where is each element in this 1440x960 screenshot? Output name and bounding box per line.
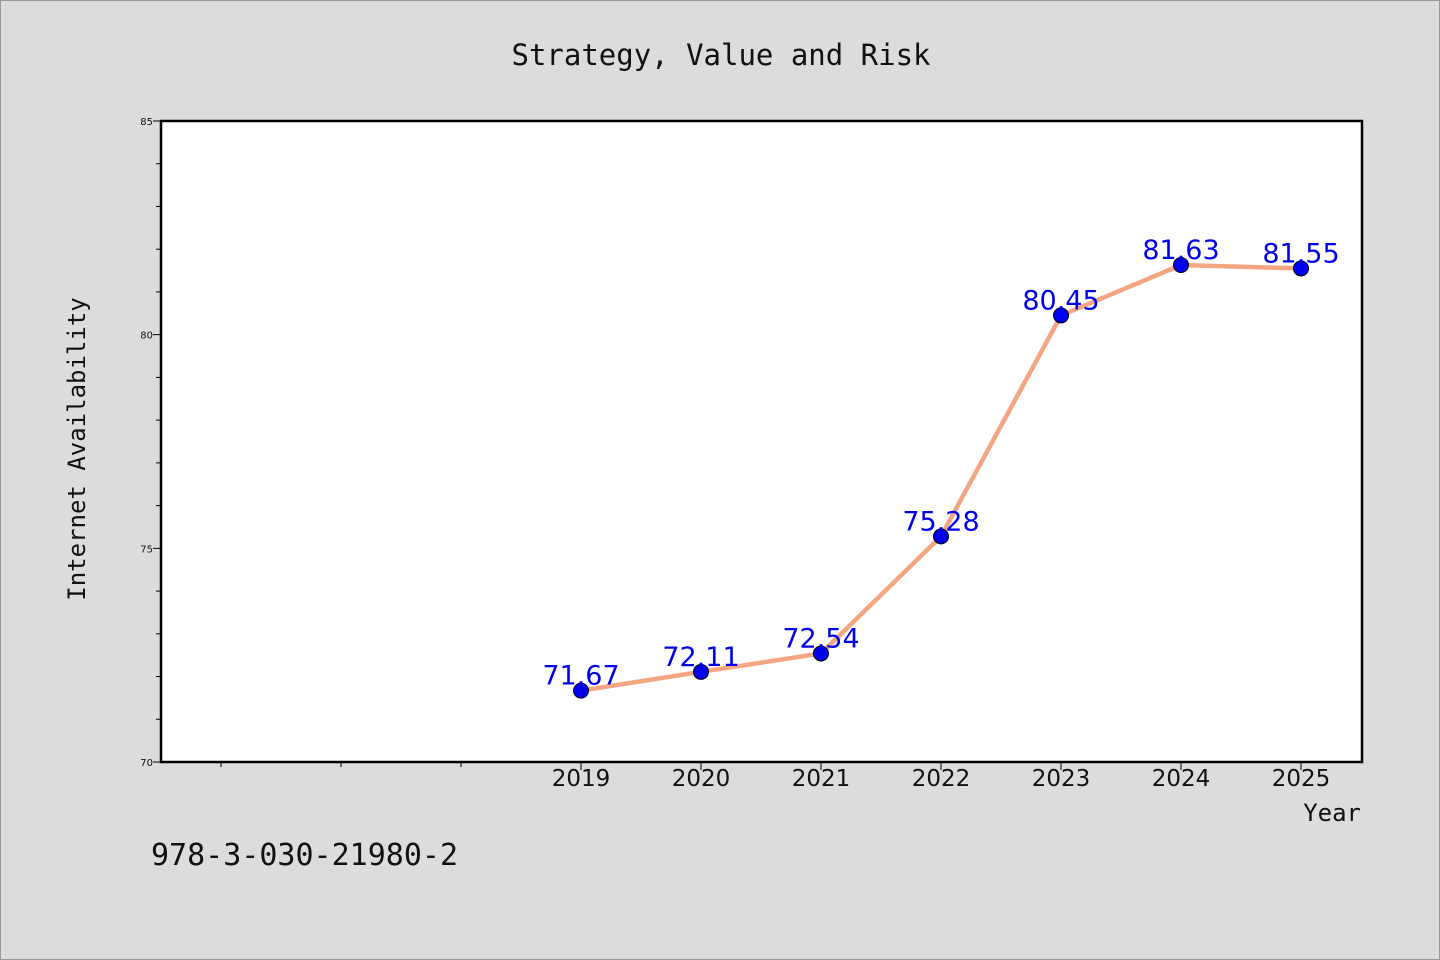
data-label: 80.45 [1022,285,1099,316]
x-tick-label: 2025 [1272,766,1331,792]
y-tick-label: 70 [140,758,153,769]
x-tick-label: 2020 [672,766,731,792]
y-tick-label: 75 [140,544,153,555]
data-point [693,663,709,680]
chart-title: Strategy, Value and Risk [511,38,931,72]
x-tick-label: 2021 [792,766,851,792]
y-tick-label: 85 [140,117,153,128]
data-point [1173,257,1189,274]
x-axis: 2019 2020 2021 2022 2023 2024 2025 [220,762,1331,792]
data-label: 75.28 [902,506,979,537]
data-point [573,682,589,699]
y-axis: 70 75 80 85 [140,117,161,769]
data-label: 72.54 [782,623,859,654]
y-tick-label: 80 [140,331,153,342]
data-point [1293,260,1309,277]
isbn-annotation: 978-3-030-21980-2 [151,838,458,873]
plot-area [159,119,1364,764]
x-tick-label: 2023 [1032,766,1091,792]
data-label: 81.63 [1142,235,1219,266]
series-internet-availability: 71.67 72.11 72.54 75.28 80.45 81.63 81.55 [542,235,1340,699]
data-label: 72.11 [662,642,739,673]
data-label: 81.55 [1262,238,1339,269]
x-tick-label: 2024 [1152,766,1211,792]
data-point [813,645,829,662]
data-point [1053,307,1069,324]
data-label: 71.67 [542,661,619,692]
x-axis-title: Year [1303,799,1361,827]
data-point [933,528,949,545]
x-tick-label: 2022 [912,766,971,792]
x-tick-label: 2019 [552,766,611,792]
y-axis-title: Internet Availability [63,297,91,600]
